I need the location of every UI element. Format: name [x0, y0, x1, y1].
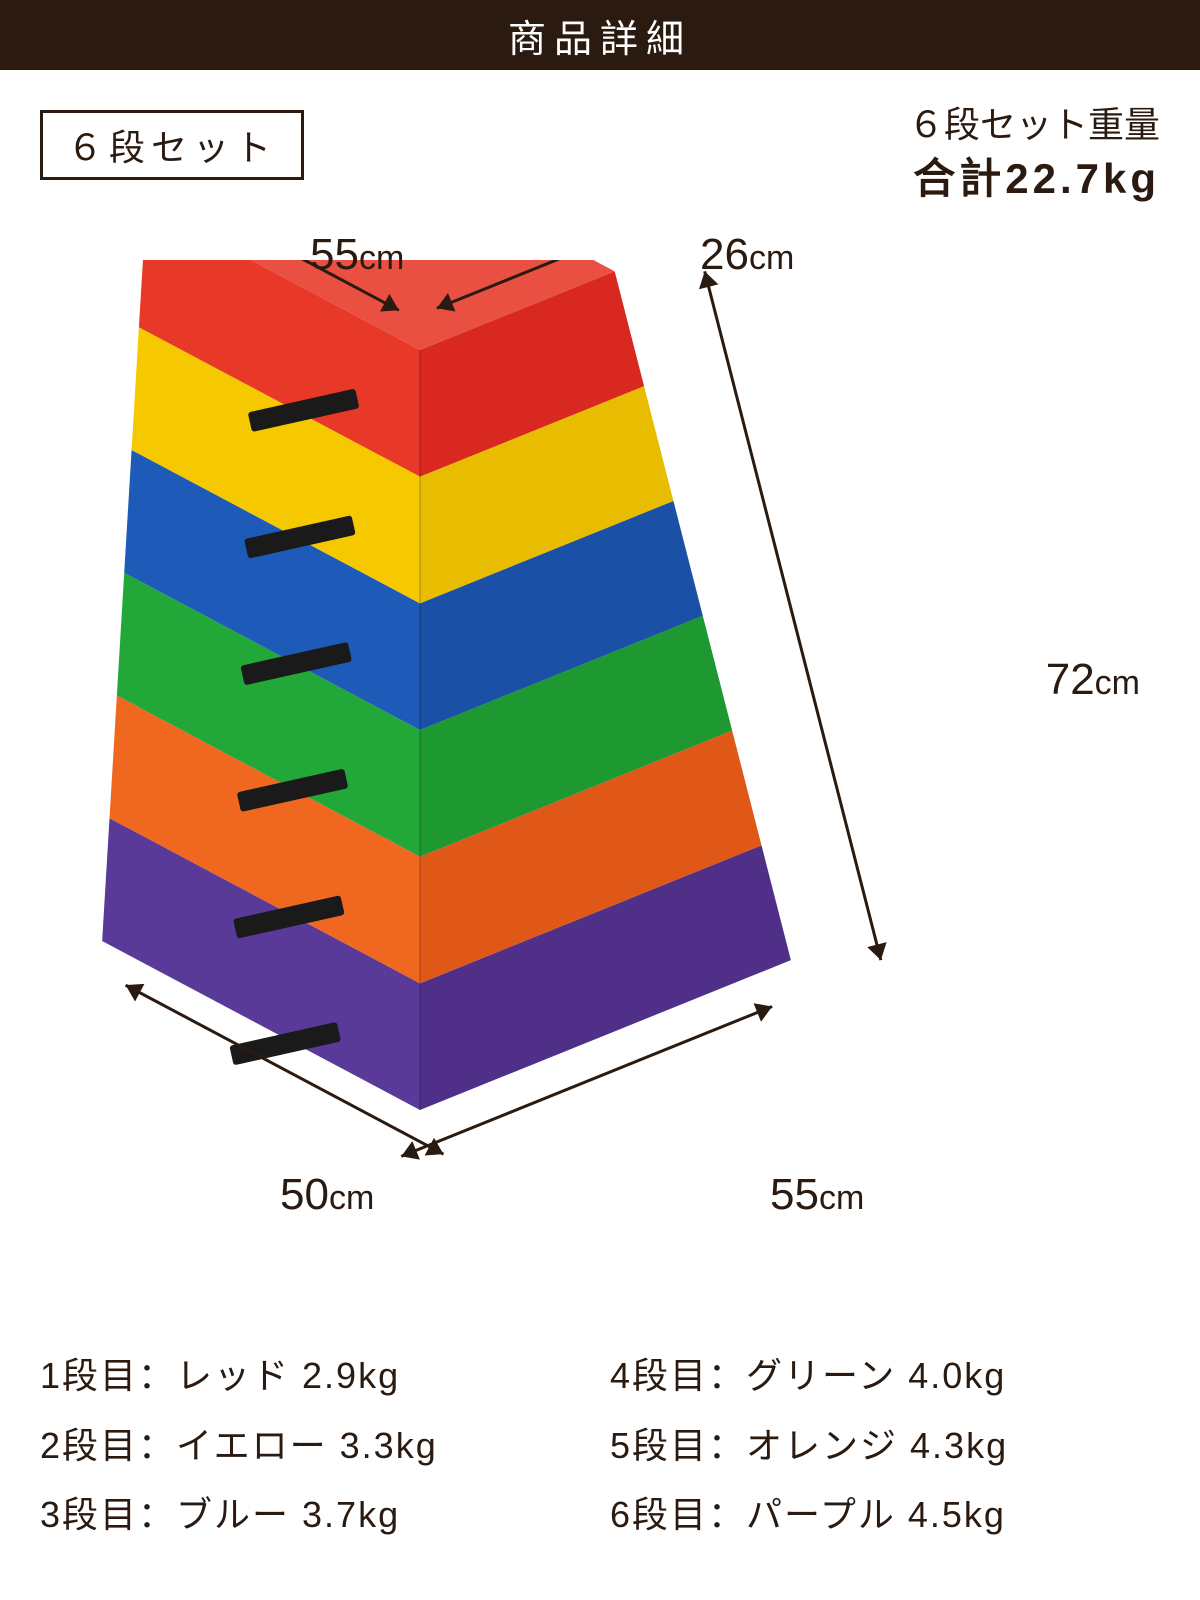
tier-spec: 4段目：グリーン 4.0kg — [610, 1345, 1160, 1406]
set-badge: ６段セット — [40, 110, 304, 180]
dim-bottom-width: 55cm — [770, 1170, 864, 1220]
dim-bottom-depth: 50cm — [280, 1170, 374, 1220]
product-diagram: 55cm 26cm 72cm 50cm 55cm — [0, 260, 1200, 1260]
tier-spec: 5段目：オレンジ 4.3kg — [610, 1415, 1160, 1476]
vaulting-box-svg — [0, 260, 1200, 1260]
header-title: 商品詳細 — [0, 0, 1200, 70]
tier-spec: 1段目：レッド 2.9kg — [40, 1345, 590, 1406]
tier-spec: 6段目：パープル 4.5kg — [610, 1484, 1160, 1545]
weight-label: ６段セット重量 — [908, 100, 1160, 150]
tier-spec: 3段目：ブルー 3.7kg — [40, 1484, 590, 1545]
weight-summary: ６段セット重量 合計22.7kg — [908, 100, 1160, 209]
tier-spec: 2段目：イエロー 3.3kg — [40, 1415, 590, 1476]
dim-top-width: 26cm — [700, 230, 794, 280]
dim-height: 72cm — [1046, 655, 1140, 705]
tier-spec-list: 1段目：レッド 2.9kg 4段目：グリーン 4.0kg 2段目：イエロー 3.… — [40, 1345, 1160, 1545]
dim-top-depth: 55cm — [310, 230, 404, 280]
weight-total: 合計22.7kg — [908, 150, 1160, 209]
